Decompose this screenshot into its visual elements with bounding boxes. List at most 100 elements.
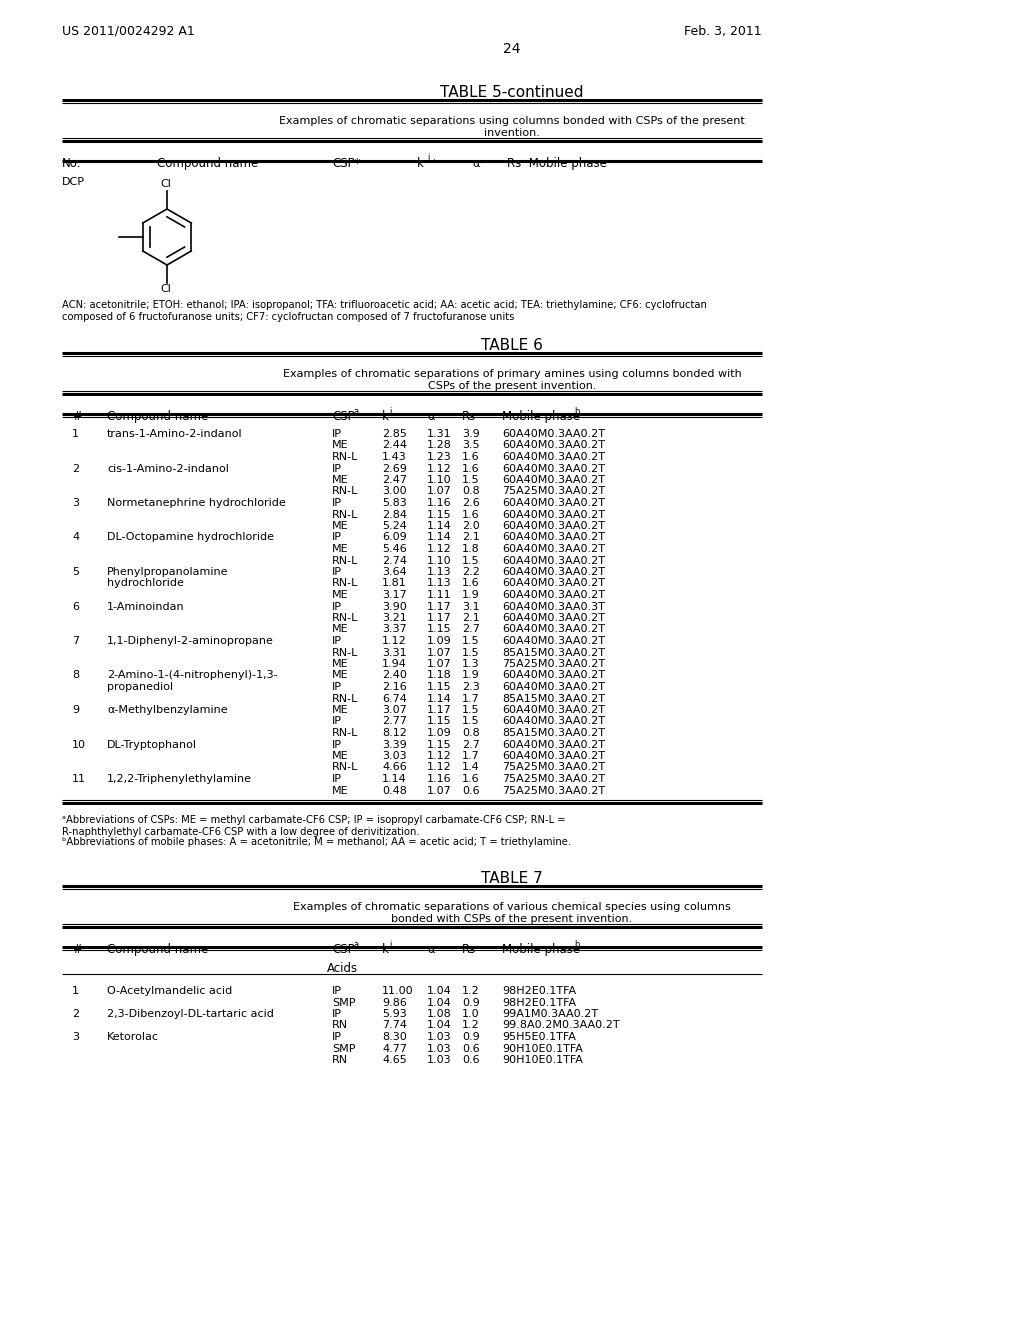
Text: Compound name: Compound name [157,157,258,170]
Text: 1.17: 1.17 [427,602,452,611]
Text: 1: 1 [72,986,79,997]
Text: 1,1-Diphenyl-2-aminopropane: 1,1-Diphenyl-2-aminopropane [106,636,273,645]
Text: 60A40M0.3AA0.2T: 60A40M0.3AA0.2T [502,451,605,462]
Text: 60A40M0.3AA0.2T: 60A40M0.3AA0.2T [502,578,605,589]
Text: RN-L: RN-L [332,693,358,704]
Text: 1.03: 1.03 [427,1055,452,1065]
Text: 1.43: 1.43 [382,451,407,462]
Text: i: i [389,940,391,949]
Text: 60A40M0.3AA0.2T: 60A40M0.3AA0.2T [502,556,605,565]
Text: 6.09: 6.09 [382,532,407,543]
Text: 1.9: 1.9 [462,671,480,681]
Text: 2.1: 2.1 [462,532,480,543]
Text: 75A25M0.3AA0.2T: 75A25M0.3AA0.2T [502,659,605,669]
Text: RN: RN [332,1020,348,1031]
Text: 2.3: 2.3 [462,682,480,692]
Text: RN-L: RN-L [332,556,358,565]
Text: 2: 2 [72,463,79,474]
Text: hydrochloride: hydrochloride [106,578,184,589]
Text: IP: IP [332,429,342,440]
Text: IP: IP [332,717,342,726]
Text: 75A25M0.3AA0.2T: 75A25M0.3AA0.2T [502,785,605,796]
Text: RN-L: RN-L [332,451,358,462]
Text: 2,3-Dibenzoyl-DL-tartaric acid: 2,3-Dibenzoyl-DL-tartaric acid [106,1008,273,1019]
Text: 1.15: 1.15 [427,717,452,726]
Text: IP: IP [332,636,342,645]
Text: 2.1: 2.1 [462,612,480,623]
Text: 1.12: 1.12 [382,636,407,645]
Text: 2.40: 2.40 [382,671,407,681]
Text: Cl: Cl [160,284,171,294]
Text: 1.7: 1.7 [462,693,480,704]
Text: RN-L: RN-L [332,648,358,657]
Text: 1.07: 1.07 [427,659,452,669]
Text: 1.17: 1.17 [427,705,452,715]
Text: DCP: DCP [62,177,85,187]
Text: ME: ME [332,671,348,681]
Text: 1.03: 1.03 [427,1032,452,1041]
Text: 2.16: 2.16 [382,682,407,692]
Text: 1.07: 1.07 [427,487,452,496]
Text: ME: ME [332,544,348,554]
Text: 5.93: 5.93 [382,1008,407,1019]
Text: 10: 10 [72,739,86,750]
Text: 85A15M0.3AA0.2T: 85A15M0.3AA0.2T [502,648,605,657]
Text: IP: IP [332,1008,342,1019]
Text: 3.17: 3.17 [382,590,407,601]
Text: 95H5E0.1TFA: 95H5E0.1TFA [502,1032,575,1041]
Text: 1.9: 1.9 [462,590,480,601]
Text: 60A40M0.3AA0.2T: 60A40M0.3AA0.2T [502,521,605,531]
Text: 60A40M0.3AA0.2T: 60A40M0.3AA0.2T [502,717,605,726]
Text: 60A40M0.3AA0.2T: 60A40M0.3AA0.2T [502,510,605,520]
Text: ME: ME [332,590,348,601]
Text: Rs: Rs [462,411,476,422]
Text: 75A25M0.3AA0.2T: 75A25M0.3AA0.2T [502,774,605,784]
Text: 3: 3 [72,1032,79,1041]
Text: 60A40M0.3AA0.2T: 60A40M0.3AA0.2T [502,705,605,715]
Text: 1.2: 1.2 [462,1020,480,1031]
Text: 6: 6 [72,602,79,611]
Text: RN-L: RN-L [332,612,358,623]
Text: ME: ME [332,705,348,715]
Text: Rs: Rs [462,942,476,956]
Text: SMP: SMP [332,1044,355,1053]
Text: 1.10: 1.10 [427,475,452,484]
Text: 1.15: 1.15 [427,624,452,635]
Text: 8.12: 8.12 [382,729,407,738]
Text: IP: IP [332,463,342,474]
Text: 2.44: 2.44 [382,441,407,450]
Text: SMP: SMP [332,998,355,1007]
Text: ME: ME [332,659,348,669]
Text: 60A40M0.3AA0.2T: 60A40M0.3AA0.2T [502,612,605,623]
Text: 1.6: 1.6 [462,510,479,520]
Text: 1.18: 1.18 [427,671,452,681]
Text: 1.07: 1.07 [427,785,452,796]
Text: 1.7: 1.7 [462,751,480,762]
Text: 1.04: 1.04 [427,998,452,1007]
Text: k: k [417,157,424,170]
Text: 1.31: 1.31 [427,429,452,440]
Text: RN-L: RN-L [332,578,358,589]
Text: CSP: CSP [332,942,354,956]
Text: RN-L: RN-L [332,729,358,738]
Text: 3.21: 3.21 [382,612,407,623]
Text: 1.5: 1.5 [462,648,479,657]
Text: 0.9: 0.9 [462,998,480,1007]
Text: 2.84: 2.84 [382,510,407,520]
Text: 1.15: 1.15 [427,739,452,750]
Text: 60A40M0.3AA0.2T: 60A40M0.3AA0.2T [502,568,605,577]
Text: 1.12: 1.12 [427,463,452,474]
Text: US 2011/0024292 A1: US 2011/0024292 A1 [62,25,195,38]
Text: 60A40M0.3AA0.2T: 60A40M0.3AA0.2T [502,441,605,450]
Text: 1.6: 1.6 [462,451,479,462]
Text: propanediol: propanediol [106,682,173,692]
Text: 75A25M0.3AA0.2T: 75A25M0.3AA0.2T [502,487,605,496]
Text: Examples of chromatic separations of primary amines using columns bonded with
CS: Examples of chromatic separations of pri… [283,370,741,391]
Text: Compound name: Compound name [106,411,208,422]
Text: ': ' [432,158,434,168]
Text: IP: IP [332,568,342,577]
Text: 1.16: 1.16 [427,774,452,784]
Text: 1.5: 1.5 [462,705,479,715]
Text: 1.12: 1.12 [427,544,452,554]
Text: 60A40M0.3AA0.2T: 60A40M0.3AA0.2T [502,544,605,554]
